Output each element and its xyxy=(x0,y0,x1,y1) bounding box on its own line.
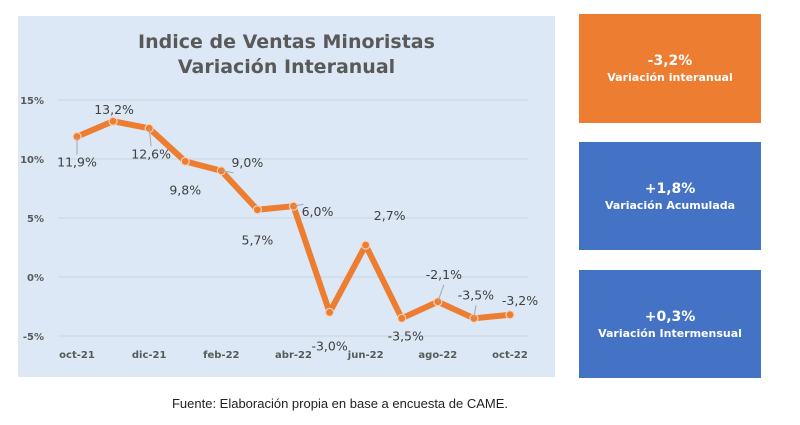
kpi-value: +1,8% xyxy=(644,180,696,197)
chart-title: Indice de Ventas Minoristas Variación In… xyxy=(18,30,555,80)
x-tick-label: abr-22 xyxy=(275,350,312,361)
data-label: 9,8% xyxy=(169,182,201,197)
leader-line xyxy=(293,203,304,207)
data-point xyxy=(397,313,407,323)
leader-line xyxy=(221,170,234,174)
leader-line xyxy=(473,305,477,319)
data-label: -3,5% xyxy=(458,287,494,302)
source-note: Fuente: Elaboración propia en base a enc… xyxy=(171,396,509,411)
data-point xyxy=(180,156,190,166)
x-tick-label: oct-21 xyxy=(59,350,95,361)
y-tick-label: 10% xyxy=(20,155,44,166)
x-tick-label: feb-22 xyxy=(203,350,239,361)
data-label: -2,1% xyxy=(426,267,462,282)
leader-line xyxy=(148,128,152,147)
kpi-card-interanual: -3,2% Variación interanual xyxy=(579,14,761,123)
data-label: 5,7% xyxy=(242,233,274,248)
kpi-value: -3,2% xyxy=(647,53,693,69)
y-tick-label: -5% xyxy=(23,332,44,343)
y-tick-label: 0% xyxy=(27,273,44,284)
x-tick-label: dic-21 xyxy=(132,350,167,361)
x-tick-label: jun-22 xyxy=(347,350,384,361)
chart-subtitle: Variación Interanual xyxy=(177,56,396,78)
data-point xyxy=(505,310,515,320)
kpi-label: Variación interanual xyxy=(607,71,733,84)
kpi-label: Variación Acumulada xyxy=(604,198,736,212)
data-label: -3,2% xyxy=(502,293,538,308)
data-label: 6,0% xyxy=(302,204,334,219)
data-label: -3,0% xyxy=(311,338,347,353)
x-tick-label: oct-22 xyxy=(492,350,528,361)
kpi-value: +0,3% xyxy=(644,308,696,325)
kpi-card-intermensual: +0,3% Variación Intermensual xyxy=(579,270,761,378)
data-point xyxy=(324,307,335,317)
y-tick-label: 15% xyxy=(20,96,44,107)
kpi-label: Variación Intermensual xyxy=(598,326,742,340)
data-label: 12,6% xyxy=(131,146,171,161)
data-label: -3,5% xyxy=(388,328,424,343)
chart-title-line1: Indice de Ventas Minoristas xyxy=(138,31,435,53)
data-label: 9,0% xyxy=(231,155,263,170)
data-point xyxy=(252,205,263,215)
data-label: 11,9% xyxy=(57,155,97,170)
data-point xyxy=(108,116,118,126)
leader-line xyxy=(437,284,445,302)
data-point xyxy=(361,240,371,250)
y-tick-label: 5% xyxy=(27,214,44,225)
data-label: 2,7% xyxy=(374,208,406,223)
kpi-card-acumulada: +1,8% Variación Acumulada xyxy=(579,142,761,250)
x-tick-label: ago-22 xyxy=(418,350,457,361)
data-label: 13,2% xyxy=(94,102,134,117)
